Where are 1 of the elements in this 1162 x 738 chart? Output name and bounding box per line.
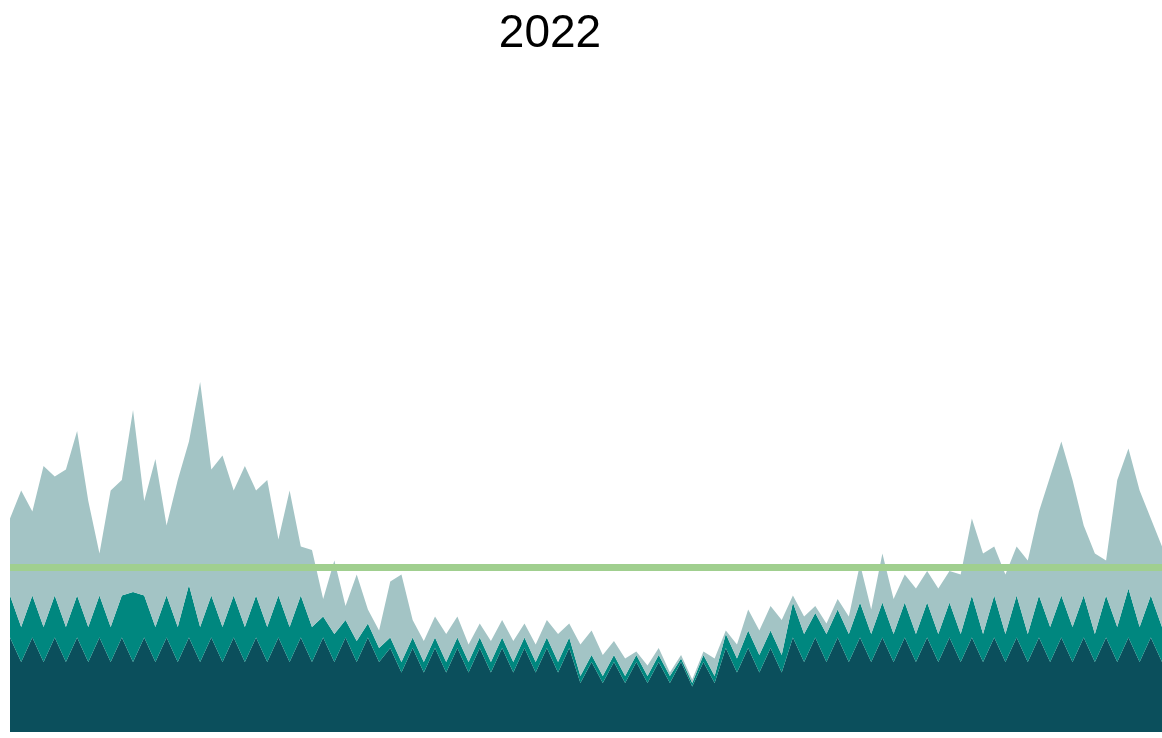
chart-title: 2022 (497, 4, 603, 58)
